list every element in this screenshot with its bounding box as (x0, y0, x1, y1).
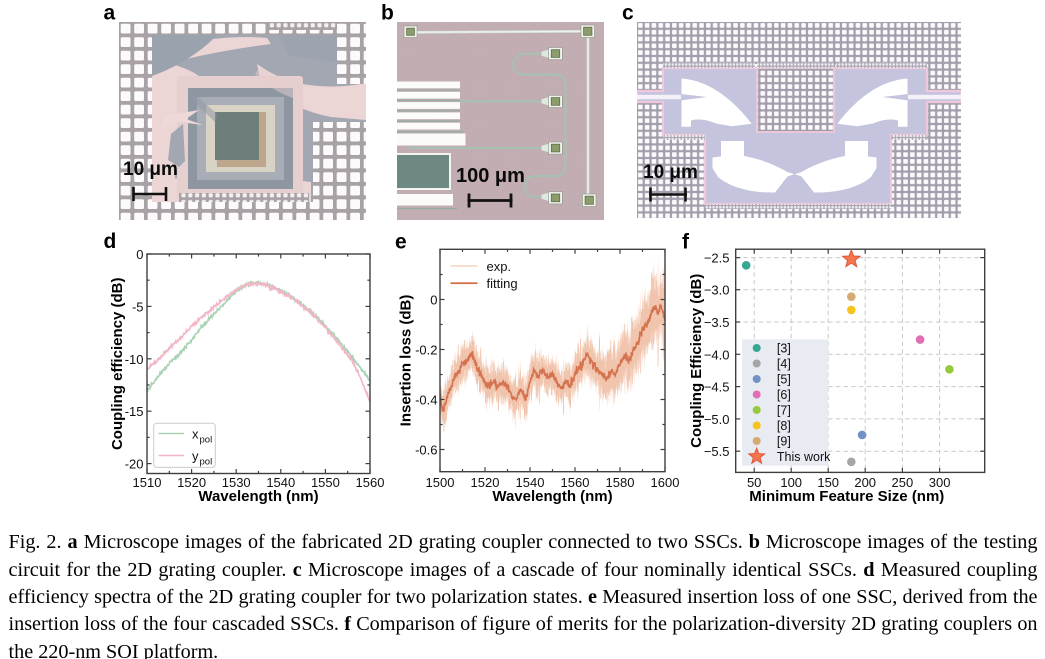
svg-text:-0.6: -0.6 (415, 443, 437, 458)
svg-text:[7]: [7] (777, 403, 791, 417)
svg-text:[9]: [9] (777, 434, 791, 448)
svg-text:fitting: fitting (487, 276, 518, 291)
svg-text:Coupling efficiency (dB): Coupling efficiency (dB) (109, 278, 126, 451)
svg-text:−4.5: −4.5 (704, 380, 730, 395)
svg-text:d: d (104, 230, 117, 253)
svg-text:e: e (395, 231, 407, 254)
svg-text:Minimum Feature Size (nm): Minimum Feature Size (nm) (749, 488, 944, 505)
svg-text:Coupling Efficiency (dB): Coupling Efficiency (dB) (688, 274, 705, 448)
svg-text:1500: 1500 (426, 475, 455, 490)
svg-text:1560: 1560 (356, 475, 385, 490)
svg-text:10 μm: 10 μm (123, 159, 178, 180)
svg-text:x: x (192, 427, 199, 442)
svg-text:−5.0: −5.0 (704, 412, 730, 427)
svg-text:-20: -20 (125, 457, 144, 472)
svg-text:[8]: [8] (777, 419, 791, 433)
svg-text:-15: -15 (125, 404, 144, 419)
svg-text:1540: 1540 (266, 475, 295, 490)
svg-text:−4.0: −4.0 (704, 347, 730, 362)
svg-text:−3.5: −3.5 (704, 315, 730, 330)
svg-text:pol: pol (200, 457, 213, 468)
svg-text:This work: This work (777, 450, 831, 464)
svg-text:−5.5: −5.5 (704, 444, 730, 459)
svg-text:1580: 1580 (606, 475, 635, 490)
svg-text:0: 0 (136, 247, 143, 262)
svg-text:1600: 1600 (651, 475, 680, 490)
svg-text:−2.5: −2.5 (704, 251, 730, 266)
svg-text:a: a (104, 2, 116, 25)
svg-text:y: y (192, 449, 199, 464)
svg-text:1520: 1520 (177, 475, 206, 490)
svg-text:100: 100 (780, 475, 802, 490)
svg-text:-0.4: -0.4 (415, 393, 437, 408)
svg-text:[6]: [6] (777, 388, 791, 402)
svg-text:1530: 1530 (222, 475, 251, 490)
svg-text:pol: pol (200, 435, 213, 446)
svg-text:1510: 1510 (133, 475, 162, 490)
svg-text:-5: -5 (132, 299, 144, 314)
svg-text:300: 300 (929, 475, 951, 490)
svg-text:exp.: exp. (487, 259, 512, 274)
svg-text:f: f (682, 231, 690, 254)
svg-text:-0.2: -0.2 (415, 343, 437, 358)
svg-text:1560: 1560 (561, 475, 590, 490)
svg-text:−3.0: −3.0 (704, 283, 730, 298)
svg-text:1550: 1550 (311, 475, 340, 490)
svg-text:250: 250 (892, 475, 914, 490)
svg-text:[3]: [3] (777, 341, 791, 355)
svg-text:150: 150 (817, 475, 839, 490)
svg-text:200: 200 (854, 475, 876, 490)
svg-text:0: 0 (430, 293, 437, 308)
svg-text:100 μm: 100 μm (456, 165, 525, 187)
svg-text:c: c (622, 2, 634, 25)
svg-text:1540: 1540 (516, 475, 545, 490)
svg-text:1520: 1520 (471, 475, 500, 490)
svg-text:10 μm: 10 μm (643, 162, 698, 183)
svg-text:[5]: [5] (777, 372, 791, 386)
svg-text:-10: -10 (125, 352, 144, 367)
svg-text:50: 50 (747, 475, 761, 490)
svg-text:Wavelength (nm): Wavelength (nm) (198, 488, 318, 505)
svg-text:Wavelength (nm): Wavelength (nm) (492, 488, 612, 505)
svg-text:[4]: [4] (777, 357, 791, 371)
svg-text:b: b (381, 2, 394, 25)
svg-text:Insertion loss (dB): Insertion loss (dB) (398, 295, 415, 427)
